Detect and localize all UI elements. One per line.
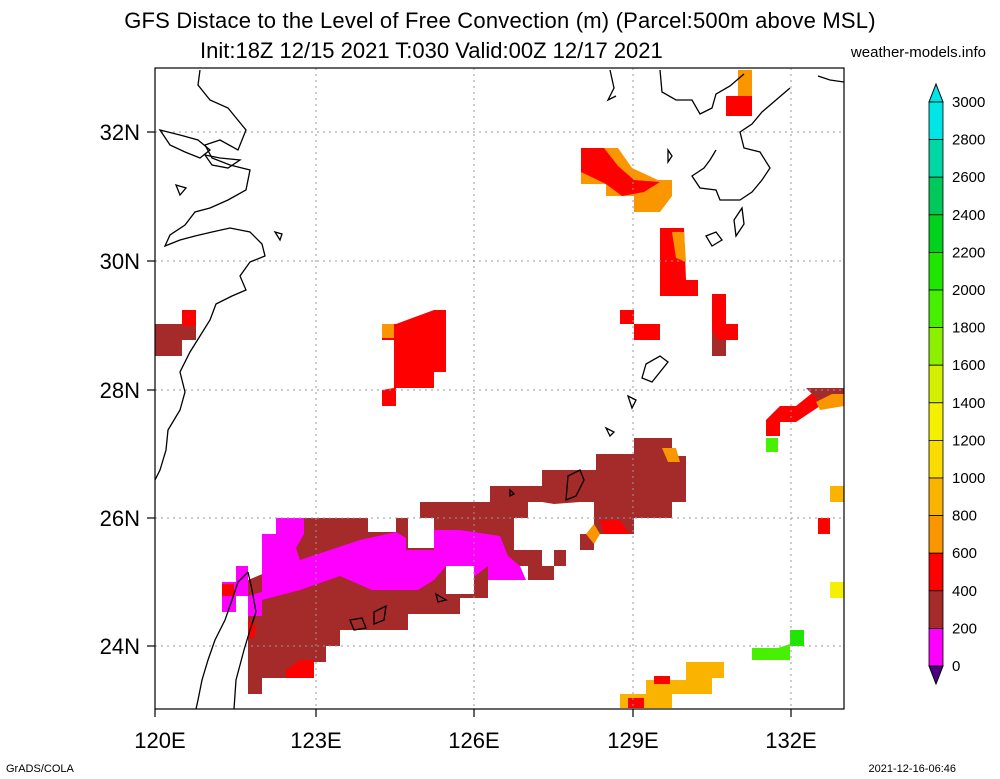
lon-label: 132E: [765, 728, 816, 753]
colorbar-label: 1600: [952, 357, 985, 374]
colorbar-label: 2200: [952, 244, 985, 261]
lfc-shading: [155, 70, 844, 708]
colorbar-label: 200: [952, 620, 977, 637]
colorbar-label: 1800: [952, 320, 985, 337]
colorbar-label: 400: [952, 583, 977, 600]
colorbar-label: 2600: [952, 169, 985, 186]
colorbar-swatch: [928, 590, 944, 629]
colorbar-label: 2000: [952, 282, 985, 299]
credit-text: weather-models.info: [850, 44, 986, 61]
colorbar-label: 800: [952, 508, 977, 525]
colorbar-swatch: [928, 214, 944, 253]
lon-labels: 120E 123E 126E 129E 132E: [134, 728, 816, 753]
colorbar-label: 1400: [952, 395, 985, 412]
colorbar: 3000280026002400220020001800160014001200…: [928, 82, 985, 686]
colorbar-swatch: [928, 552, 944, 592]
colorbar-swatch: [928, 477, 944, 516]
colorbar-top-arrow: [928, 82, 944, 103]
lon-label: 129E: [607, 728, 658, 753]
lat-label: 24N: [100, 634, 140, 659]
colorbar-label: 2400: [952, 207, 985, 224]
map-subtitle: Init:18Z 12/15 2021 T:030 Valid:00Z 12/1…: [200, 38, 663, 63]
colorbar-swatch: [928, 101, 944, 140]
colorbar-label: 0: [952, 658, 960, 675]
colorbar-label: 2800: [952, 132, 985, 149]
lat-label: 26N: [100, 506, 140, 531]
tick-marks: [147, 131, 792, 717]
lat-label: 28N: [100, 378, 140, 403]
colorbar-swatch: [928, 515, 944, 554]
colorbar-swatch: [928, 289, 944, 328]
lat-label: 30N: [100, 249, 140, 274]
colorbar-swatch: [928, 251, 944, 291]
plot-frame: [154, 67, 845, 710]
lon-label: 123E: [290, 728, 341, 753]
footer-software: GrADS/COLA: [6, 763, 74, 775]
colorbar-swatch: [928, 439, 944, 479]
lat-labels: 32N 30N 28N 26N 24N: [100, 120, 140, 659]
colorbar-label: 600: [952, 545, 977, 562]
colorbar-swatch: [928, 628, 944, 667]
colorbar-swatch: [928, 139, 944, 178]
footer-timestamp: 2021-12-16-06:46: [868, 763, 956, 775]
colorbar-label: 1200: [952, 432, 985, 449]
colorbar-swatch: [928, 364, 944, 404]
colorbar-swatch: [928, 402, 944, 441]
colorbar-label: 3000: [952, 94, 985, 111]
colorbar-label: 1000: [952, 470, 985, 487]
colorbar-swatch: [928, 176, 944, 216]
lat-label: 32N: [100, 120, 140, 145]
colorbar-swatch: [928, 327, 944, 366]
lon-label: 120E: [134, 728, 185, 753]
lon-label: 126E: [448, 728, 499, 753]
colorbar-bottom-arrow: [928, 665, 944, 686]
gridlines: [155, 68, 844, 709]
map-title: GFS Distace to the Level of Free Convect…: [124, 8, 876, 33]
coastlines: [155, 69, 844, 709]
